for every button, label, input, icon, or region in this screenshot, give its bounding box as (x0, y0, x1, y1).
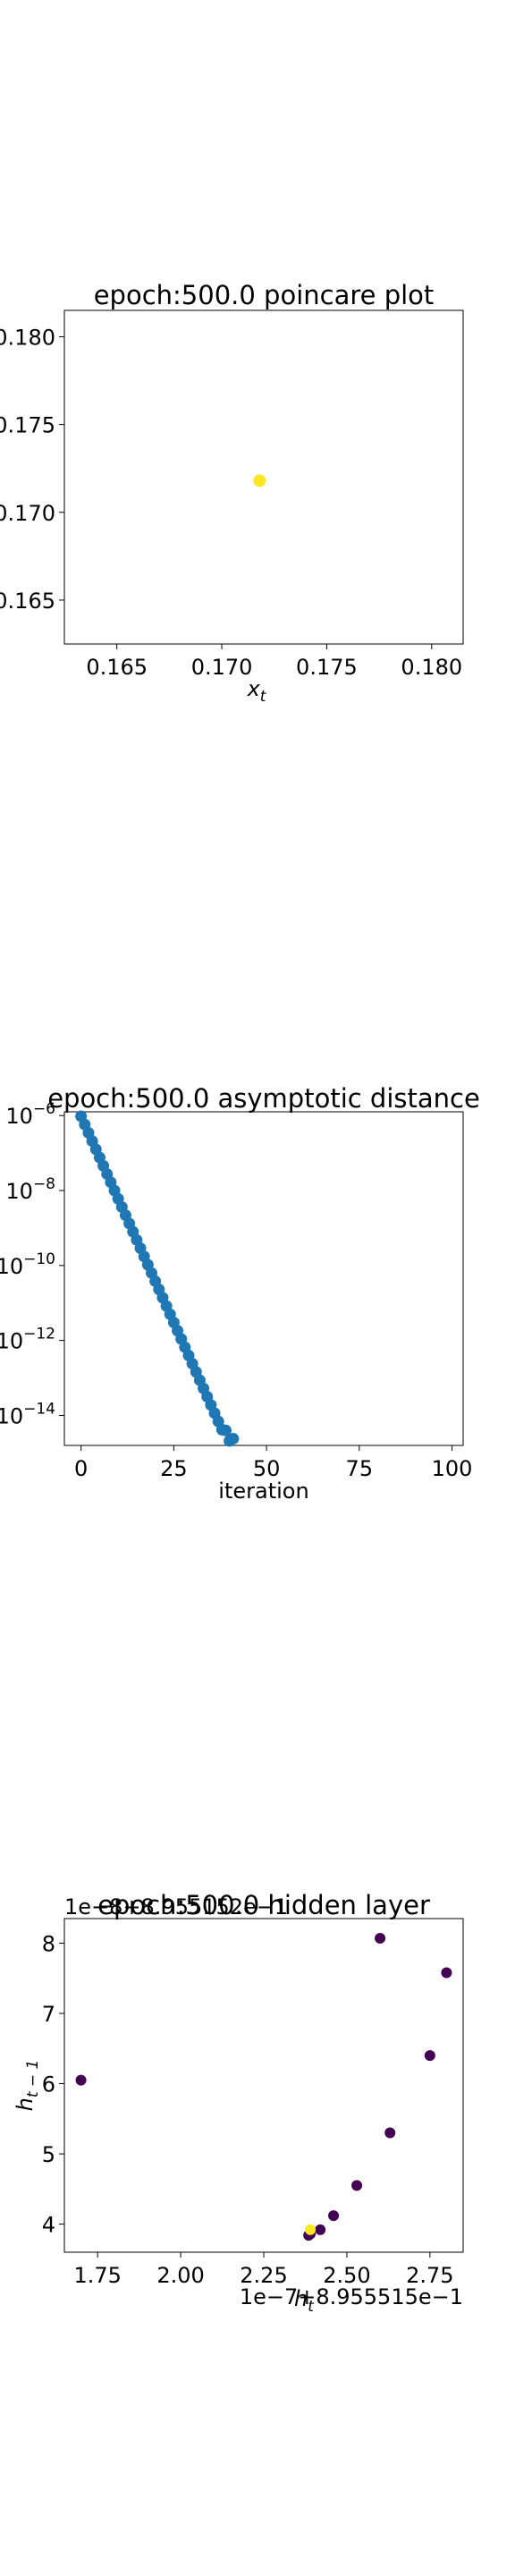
chart-title: epoch:500.0 hidden layer (97, 1890, 430, 1920)
x-tick-label: 50 (253, 1456, 281, 1481)
hidden-layer-plot: epoch:500.0 hidden layer1e−8+8.955152e−1… (13, 1890, 464, 2316)
y-tick-label: 10−8 (5, 1175, 55, 1204)
data-point (75, 2074, 87, 2086)
x-tick-label: 0.170 (191, 655, 253, 680)
data-point (375, 1932, 386, 1944)
x-tick-label: 0.180 (401, 655, 462, 680)
data-point (328, 2210, 340, 2222)
y-tick-label: 6 (42, 2072, 55, 2097)
x-axis-label: iteration (218, 1479, 308, 1504)
asymptotic-distance-plot: epoch:500.0 asymptotic distance 0 25 50 75 10… (0, 1083, 480, 1504)
data-point (441, 1967, 452, 1979)
data-point (253, 474, 266, 487)
y-tick-label: 0.170 (0, 501, 55, 526)
x-tick-label: 2.25 (240, 2263, 287, 2288)
y-tick-label: 10−12 (0, 1326, 55, 1354)
y-tick-label: 4 (42, 2213, 55, 2238)
plot-frame (63, 309, 464, 645)
x-tick-label: 2.50 (323, 2263, 370, 2288)
plot-frame (63, 1918, 464, 2253)
data-point (315, 2224, 326, 2235)
data-point (227, 1432, 240, 1445)
x-axis-label: xt (247, 676, 267, 706)
chart-title: epoch:500.0 poincare plot (94, 280, 435, 310)
x-offset-text: 1e−7+8.955515e−1 (240, 2284, 463, 2309)
y-tick-label: 0.180 (0, 325, 55, 350)
plot-frame (63, 1111, 464, 1446)
data-point (424, 2050, 435, 2062)
y-tick-label: 10−10 (0, 1250, 55, 1279)
y-offset-text: 1e−8+8.955152e−1 (64, 1894, 288, 1919)
x-tick-label: 75 (346, 1456, 374, 1481)
chart-title: epoch:500.0 asymptotic distance (47, 1083, 480, 1114)
data-point (384, 2127, 396, 2139)
y-tick-label: 5 (42, 2142, 55, 2167)
poincare-plot: epoch:500.0 poincare plot 0.165 0.170 0.175… (0, 280, 464, 706)
y-tick-label: 0.165 (0, 589, 55, 614)
x-tick-label: 100 (432, 1456, 473, 1481)
x-tick-label: 1.75 (73, 2263, 121, 2288)
x-tick-label: 25 (160, 1456, 188, 1481)
data-point (351, 2180, 363, 2191)
x-tick-label: 0.165 (86, 655, 148, 680)
x-tick-label: 2.00 (156, 2263, 204, 2288)
x-tick-label: 0.175 (296, 655, 358, 680)
y-tick-label: 10−6 (5, 1100, 55, 1129)
y-tick-label: 7 (42, 2002, 55, 2027)
y-tick-label: 10−14 (0, 1400, 55, 1428)
x-tick-label: 0 (74, 1456, 88, 1481)
data-point (219, 1424, 232, 1436)
x-tick-label: 2.75 (406, 2263, 453, 2288)
y-tick-label: 8 (42, 1931, 55, 1956)
y-axis-label: ht − 1 (13, 2060, 42, 2112)
data-point (305, 2224, 317, 2235)
y-tick-label: 0.175 (0, 413, 55, 438)
